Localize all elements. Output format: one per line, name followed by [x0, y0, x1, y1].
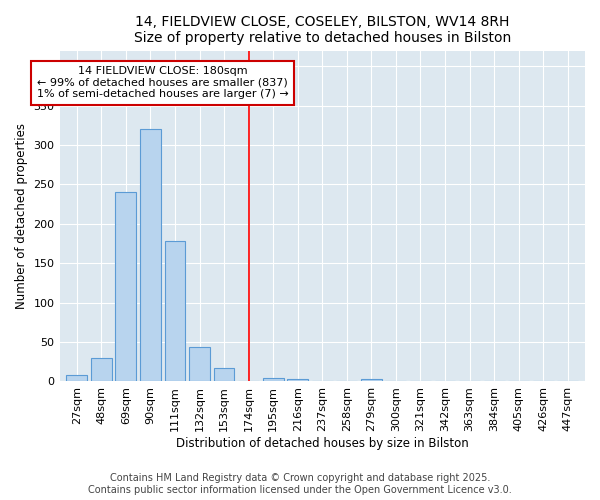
Bar — [115, 192, 136, 382]
Title: 14, FIELDVIEW CLOSE, COSELEY, BILSTON, WV14 8RH
Size of property relative to det: 14, FIELDVIEW CLOSE, COSELEY, BILSTON, W… — [134, 15, 511, 45]
Bar — [287, 379, 308, 382]
Bar — [66, 375, 87, 382]
Bar — [263, 378, 284, 382]
Bar — [91, 358, 112, 382]
Bar — [164, 241, 185, 382]
Text: 14 FIELDVIEW CLOSE: 180sqm
← 99% of detached houses are smaller (837)
1% of semi: 14 FIELDVIEW CLOSE: 180sqm ← 99% of deta… — [37, 66, 289, 100]
Bar — [361, 379, 382, 382]
Text: Contains HM Land Registry data © Crown copyright and database right 2025.
Contai: Contains HM Land Registry data © Crown c… — [88, 474, 512, 495]
X-axis label: Distribution of detached houses by size in Bilston: Distribution of detached houses by size … — [176, 437, 469, 450]
Bar — [214, 368, 235, 382]
Bar — [140, 130, 161, 382]
Y-axis label: Number of detached properties: Number of detached properties — [15, 123, 28, 309]
Bar — [189, 347, 210, 382]
Bar — [557, 380, 578, 382]
